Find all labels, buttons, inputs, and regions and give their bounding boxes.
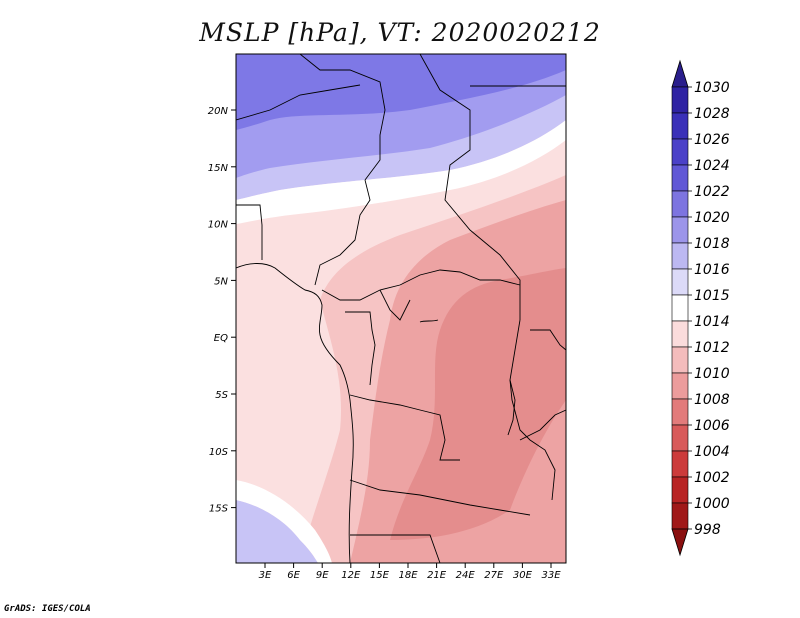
colorbar-label: 1010	[694, 366, 730, 382]
colorbar-label: 1018	[694, 236, 730, 252]
border-north-1	[299, 54, 386, 181]
border-nigeria	[314, 179, 371, 286]
lon-label: 12E	[341, 570, 361, 581]
lon-label: 24E	[456, 570, 476, 581]
lon-label: 21E	[427, 570, 447, 581]
border-mali	[236, 84, 361, 121]
lon-label: 30E	[513, 570, 533, 581]
field-blue-southwest	[236, 500, 318, 563]
lat-label: 10N	[208, 220, 229, 231]
colorbar-label: 1022	[694, 184, 730, 200]
border-namibia	[350, 534, 441, 563]
colorbar-label: 1014	[694, 314, 730, 330]
colorbar-segment	[671, 346, 689, 374]
lon-label: 18E	[398, 570, 418, 581]
colorbar-label: 1028	[694, 106, 730, 122]
river-segment	[419, 319, 439, 323]
lat-label: 20N	[208, 106, 229, 117]
colorbar-label: 1015	[694, 288, 730, 304]
colorbar-label: 1000	[694, 496, 730, 512]
lon-label: 6E	[287, 570, 300, 581]
colorbar-label: 1026	[694, 132, 730, 148]
coastline-west	[236, 263, 354, 563]
field-red-mid	[390, 268, 566, 540]
lake-tanganyika	[507, 379, 516, 436]
lat-label: 15N	[208, 163, 229, 174]
border-cameroon	[379, 289, 411, 321]
lat-label: 10S	[209, 447, 229, 458]
border-tanzania	[519, 409, 566, 441]
colorbar-segment	[671, 138, 689, 166]
colorbar-segment	[671, 424, 689, 452]
colorbar-segment	[671, 294, 689, 322]
lon-label: 3E	[259, 570, 272, 581]
colorbar-arrow-top	[671, 59, 689, 88]
lon-label: 27E	[484, 570, 504, 581]
country-borders	[236, 54, 566, 563]
colorbar-label: 1002	[694, 470, 730, 486]
lat-label: EQ	[214, 333, 228, 344]
border-zambia	[349, 479, 531, 516]
border-west-1	[236, 204, 263, 260]
pressure-field	[236, 54, 566, 563]
footer-credit: GrADS: IGES/COLA	[4, 604, 91, 614]
lon-label: 15E	[370, 570, 390, 581]
colorbar-segment	[671, 320, 689, 348]
border-sudan	[419, 54, 521, 320]
colorbar-segment	[671, 242, 689, 270]
map-frame	[235, 53, 567, 564]
colorbar-label: 1030	[694, 80, 730, 96]
colorbar-label: 998	[694, 522, 721, 538]
lat-label: 5N	[214, 276, 228, 287]
colorbar-label: 1004	[694, 444, 730, 460]
colorbar-segment	[671, 190, 689, 218]
border-car	[321, 269, 521, 301]
longitude-axis: 3E 6E 9E 12E 15E 18E 21E 24E 27E 30E 33E	[259, 563, 561, 581]
border-east-lakes	[509, 319, 556, 501]
border-gabon-congo	[345, 311, 376, 386]
colorbar-segment	[671, 450, 689, 478]
colorbar: 1030 1028 1026 1024 1022 1020 1018 1016 1015 1014…	[671, 59, 730, 557]
border-uganda-kenya	[530, 329, 566, 351]
lon-label: 9E	[316, 570, 329, 581]
colorbar-arrow-bottom	[671, 528, 689, 557]
field-blue-deep	[236, 54, 566, 130]
field-white-southwest	[236, 480, 332, 563]
colorbar-label: 1006	[694, 418, 730, 434]
map-title: MSLP [hPa], VT: 2020020212	[199, 18, 601, 47]
colorbar-segment	[671, 372, 689, 400]
colorbar-segment	[671, 268, 689, 296]
colorbar-segment	[671, 476, 689, 504]
colorbar-label: 1024	[694, 158, 730, 174]
lat-label: 15S	[209, 504, 229, 515]
colorbar-segment	[671, 216, 689, 244]
colorbar-segment	[671, 502, 689, 530]
colorbar-segment	[671, 112, 689, 140]
colorbar-segment	[671, 86, 689, 114]
colorbar-label: 1020	[694, 210, 730, 226]
field-white-band	[236, 120, 566, 224]
colorbar-segment	[671, 164, 689, 192]
border-drc-angola	[349, 394, 460, 461]
latitude-axis: 20N 15N 10N 5N EQ 5S 10S 15S	[208, 106, 236, 515]
colorbar-label: 1016	[694, 262, 730, 278]
colorbar-segment	[671, 398, 689, 426]
colorbar-label: 1012	[694, 340, 730, 356]
lon-label: 33E	[541, 570, 561, 581]
colorbar-label: 1008	[694, 392, 730, 408]
lat-label: 5S	[215, 390, 228, 401]
